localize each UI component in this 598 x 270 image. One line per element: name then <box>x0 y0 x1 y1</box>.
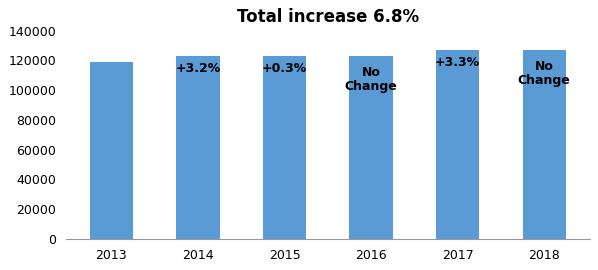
Text: +3.2%: +3.2% <box>175 62 221 75</box>
Bar <box>176 56 219 239</box>
Bar <box>90 62 133 239</box>
Text: No
Change: No Change <box>344 66 398 93</box>
Text: +0.3%: +0.3% <box>262 62 307 75</box>
Text: +3.3%: +3.3% <box>435 56 480 69</box>
Bar <box>523 50 566 239</box>
Text: No
Change: No Change <box>518 60 570 87</box>
Bar <box>436 50 479 239</box>
Bar <box>263 56 306 239</box>
Bar <box>349 56 393 239</box>
Title: Total increase 6.8%: Total increase 6.8% <box>237 8 419 26</box>
